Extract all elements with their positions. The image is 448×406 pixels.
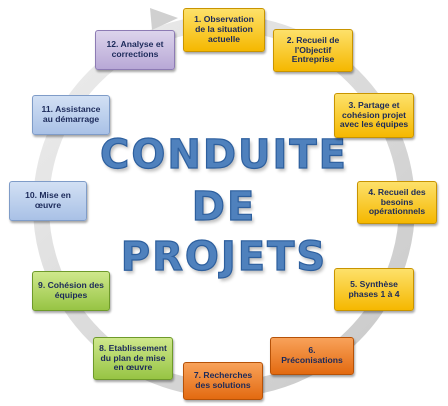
step-6: 6. Préconisations: [270, 337, 354, 375]
step-11: 11. Assistance au démarrage: [32, 95, 110, 135]
title-line-2: DE: [191, 183, 257, 230]
step-7: 7. Recherches des solutions: [183, 362, 263, 400]
step-5: 5. Synthèse phases 1 à 4: [334, 268, 414, 311]
step-4: 4. Recueil des besoins opérationnels: [357, 181, 437, 224]
step-9: 9. Cohésion des équipes: [32, 271, 110, 311]
step-2: 2. Recueil de l'Objectif Entreprise: [273, 29, 353, 72]
step-10: 10. Mise en œuvre: [9, 181, 87, 221]
step-1: 1. Observation de la situation actuelle: [183, 8, 265, 52]
step-3: 3. Partage et cohésion projet avec les é…: [334, 93, 414, 138]
cycle-arrow-icon: [150, 8, 178, 30]
step-8: 8. Etablissement du plan de mise en œuvr…: [93, 337, 173, 380]
step-12: 12. Analyse et corrections: [95, 30, 175, 70]
title-line-1: CONDUITE: [99, 131, 348, 178]
title-line-3: PROJETS: [120, 233, 328, 280]
